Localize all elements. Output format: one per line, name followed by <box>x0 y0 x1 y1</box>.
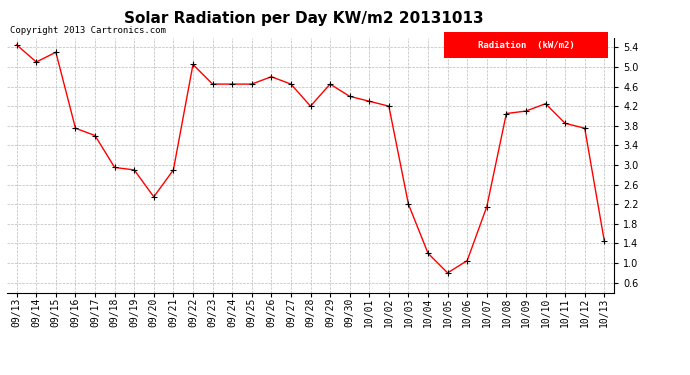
Text: Solar Radiation per Day KW/m2 20131013: Solar Radiation per Day KW/m2 20131013 <box>124 11 484 26</box>
Text: Copyright 2013 Cartronics.com: Copyright 2013 Cartronics.com <box>10 26 166 35</box>
